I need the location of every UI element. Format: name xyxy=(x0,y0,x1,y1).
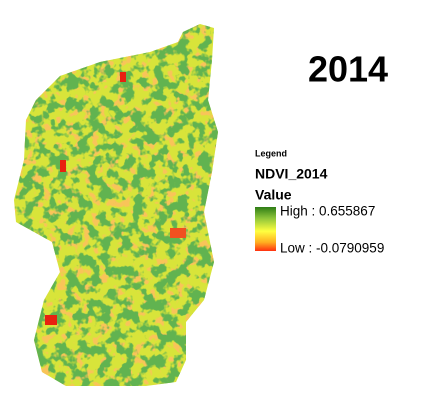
legend-heading: Legend xyxy=(255,148,287,158)
legend-layer: NDVI_2014 xyxy=(255,166,328,182)
ndvi-raster xyxy=(14,24,218,386)
legend-field: Value xyxy=(255,187,292,203)
map-title: 2014 xyxy=(308,49,388,90)
legend-high: High : 0.655867 xyxy=(280,204,375,219)
legend-ramp xyxy=(255,207,276,251)
legend-low: Low : -0.0790959 xyxy=(280,241,384,256)
